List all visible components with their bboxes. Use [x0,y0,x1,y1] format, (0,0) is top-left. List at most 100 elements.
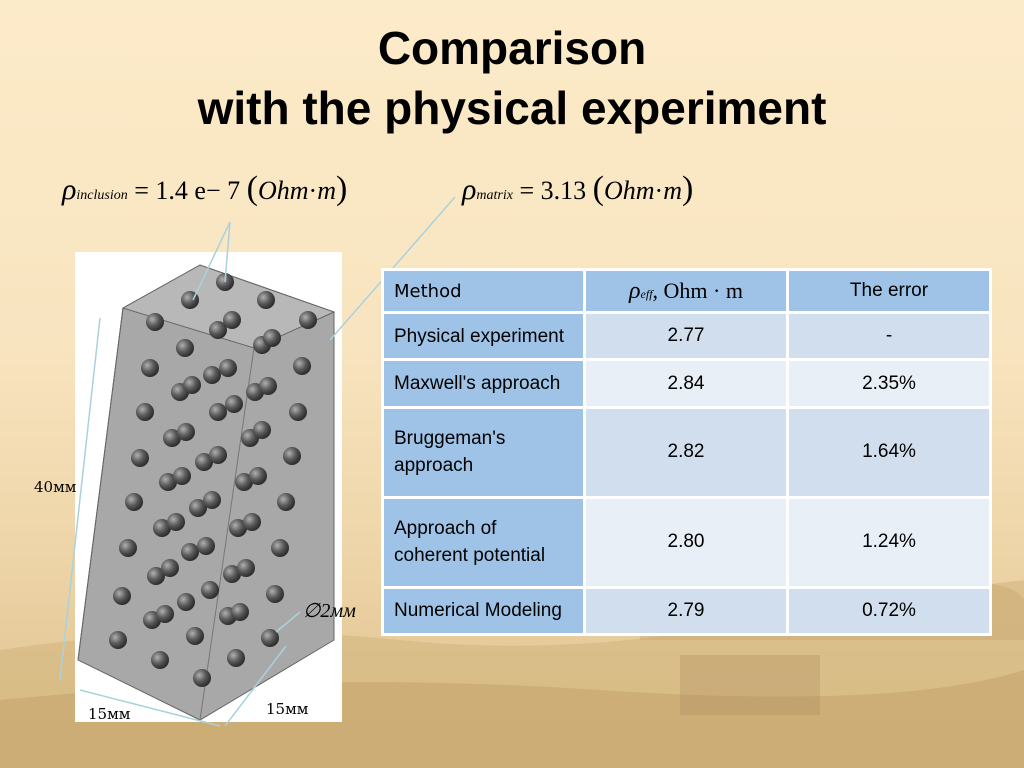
width-dimension-label-left: 15мм [88,705,131,723]
unit-ohm: Ohm [257,176,309,205]
method-cell: Approach of coherent potential [381,495,586,589]
method-cell: Physical experiment [381,310,586,362]
method-cell: Maxwell's approach [381,358,586,409]
inclusion-sphere [253,421,271,439]
inclusion-sphere [225,395,243,413]
matrix-resistivity-formula: ρmatrix = 3.13 (Ohm·m) [462,170,694,207]
inclusion-sphere [243,513,261,531]
inclusion-sphere [153,519,171,537]
table-row: Numerical Modeling 2.79 0.72% [381,585,992,637]
table-row: Physical experiment 2.77 - [381,310,992,362]
error-cell: 0.72% [786,585,992,637]
inclusion-sphere [249,467,267,485]
diameter-label: ∅2мм [303,600,356,622]
inclusion-sphere [159,473,177,491]
inclusion-sphere [161,559,179,577]
rho-symbol: ρ [462,173,477,206]
header-error: The error [786,268,992,314]
inclusion-sphere [177,593,195,611]
inclusion-sphere [231,603,249,621]
inclusion-sphere [195,453,213,471]
inclusion-sphere [277,493,295,511]
inclusion-sphere [109,631,127,649]
title-line-1: Comparison [377,22,647,74]
inclusion-subscript: inclusion [76,188,128,203]
inclusion-sphere [151,651,169,669]
inclusion-sphere [237,559,255,577]
inclusion-sphere [209,403,227,421]
unit-dot: · [654,176,664,205]
slide-title: Comparison with the physical experiment [0,18,1024,138]
inclusion-sphere [289,403,307,421]
inclusion-sphere [125,493,143,511]
inclusion-sphere [167,513,185,531]
inclusion-value: = 1.4 e− 7 [134,176,241,205]
comparison-table: Method ρeff, Ohm · m The error Physical … [381,268,992,637]
inclusion-sphere [283,447,301,465]
resistivity-cell: 2.80 [583,495,789,589]
inclusion-sphere [177,423,195,441]
inclusion-sphere [271,539,289,557]
inclusion-sphere [203,366,221,384]
resistivity-cell: 2.79 [583,585,789,637]
inclusion-sphere [113,587,131,605]
inclusion-sphere [136,403,154,421]
table-header-row: Method ρeff, Ohm · m The error [381,268,992,314]
inclusion-sphere [299,311,317,329]
inclusion-sphere [263,329,281,347]
matrix-value: = 3.13 [519,176,587,205]
inclusion-sphere [235,473,253,491]
inclusion-sphere [131,449,149,467]
inclusion-sphere [181,543,199,561]
inclusion-sphere [193,669,211,687]
inclusion-sphere [183,376,201,394]
inclusion-sphere [156,605,174,623]
resistivity-cell: 2.84 [583,358,789,409]
header-method: Method [381,268,586,314]
inclusion-sphere [173,467,191,485]
inclusion-sphere [176,339,194,357]
inclusion-sphere [259,377,277,395]
inclusion-sphere [189,499,207,517]
title-line-2: with the physical experiment [197,82,827,134]
inclusion-sphere [209,446,227,464]
inclusion-sphere [186,627,204,645]
annotation-lines [59,196,456,727]
width-dimension-label-right: 15мм [266,700,309,718]
height-dimension-label: 40мм [34,478,77,496]
unit-dot: · [308,176,318,205]
table-row: Approach of coherent potential 2.80 1.24… [381,495,992,589]
table-row: Bruggeman's approach 2.82 1.64% [381,405,992,499]
inclusion-resistivity-formula: ρinclusion = 1.4 e− 7 (Ohm·m) [62,170,348,207]
method-cell: Bruggeman's approach [381,405,586,499]
resistivity-cell: 2.77 [583,310,789,362]
table-row: Maxwell's approach 2.84 2.35% [381,358,992,409]
inclusion-sphere [147,567,165,585]
error-cell: 1.24% [786,495,992,589]
unit-ohm: Ohm [603,176,655,205]
rho-symbol: ρ [62,173,77,206]
unit-m: m [317,176,336,205]
header-resistivity: ρeff, Ohm · m [583,268,789,314]
inclusion-sphere [141,359,159,377]
error-cell: - [786,310,992,362]
inclusion-sphere [209,321,227,339]
inclusion-sphere [201,581,219,599]
inclusion-sphere [119,539,137,557]
method-cell: Numerical Modeling [381,585,586,637]
unit-m: m [663,176,682,205]
inclusion-sphere [257,291,275,309]
inclusion-sphere [223,565,241,583]
inclusion-sphere [219,359,237,377]
inclusion-sphere [163,429,181,447]
error-cell: 2.35% [786,358,992,409]
inclusion-sphere [266,585,284,603]
inclusion-sphere [203,491,221,509]
inclusion-sphere [223,311,241,329]
inclusion-sphere [229,519,247,537]
error-cell: 1.64% [786,405,992,499]
inclusion-sphere [146,313,164,331]
inclusion-sphere [293,357,311,375]
inclusion-spheres [109,273,317,687]
